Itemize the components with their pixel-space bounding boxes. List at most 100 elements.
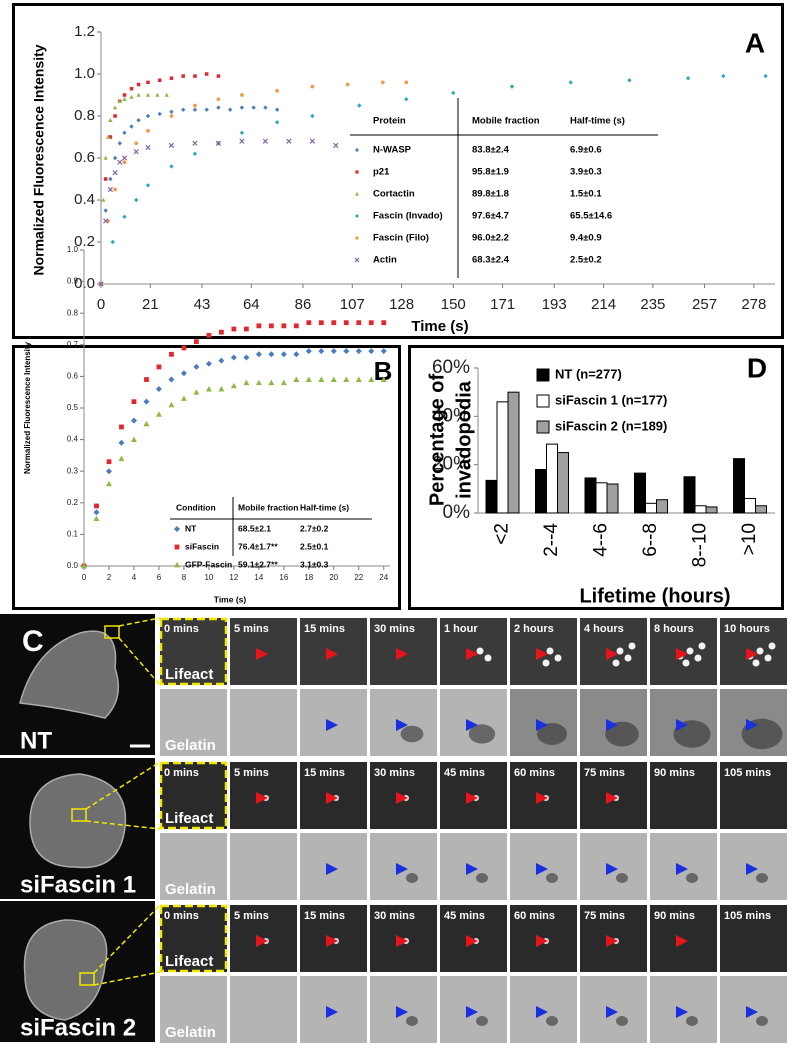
y-tick-label: 1.0 <box>74 65 95 82</box>
legend-label: p21 <box>373 167 390 178</box>
arrowhead <box>396 792 408 804</box>
bar <box>694 505 707 514</box>
legend-marker <box>355 214 359 218</box>
data-point <box>145 113 151 119</box>
image-tile <box>650 618 717 685</box>
table-cell: 68.3±2.4 <box>472 255 510 266</box>
image-tile <box>580 689 647 756</box>
data-point <box>368 320 374 326</box>
data-point <box>146 128 150 133</box>
x-tick-label: 150 <box>441 296 466 313</box>
data-point <box>306 320 312 326</box>
data-point <box>310 113 315 119</box>
image-tile <box>160 618 227 685</box>
arrowhead <box>326 935 338 947</box>
puncta <box>624 654 632 662</box>
image-tile <box>300 618 367 685</box>
data-point <box>239 138 245 144</box>
bar <box>705 506 718 514</box>
image-tile <box>720 976 787 1043</box>
arrowhead <box>536 935 548 947</box>
data-point <box>181 345 187 351</box>
data-point <box>164 92 169 97</box>
data-point <box>204 72 209 76</box>
data-point <box>134 141 139 146</box>
zoom-line <box>85 761 161 810</box>
degradation <box>616 873 628 883</box>
y-tick-label: 1.0 <box>67 245 79 254</box>
arrowhead <box>746 719 758 731</box>
degradation <box>476 1016 488 1026</box>
legend-label: siFascin 1 (n=177) <box>555 392 667 407</box>
image-tile <box>370 618 437 685</box>
x-tick-label: 257 <box>692 296 717 313</box>
data-point <box>204 107 209 112</box>
time-label: 60 mins <box>514 910 555 922</box>
table-header: Mobile fraction <box>238 502 298 512</box>
degradation <box>616 1016 628 1026</box>
data-point <box>230 354 237 361</box>
bar <box>744 498 756 514</box>
y-tick-label: 0.5 <box>67 403 79 412</box>
degradation <box>468 724 496 744</box>
data-point <box>256 323 262 329</box>
data-point <box>193 103 197 108</box>
time-label: 5 mins <box>234 623 269 635</box>
data-point <box>721 73 726 79</box>
legend-marker <box>354 257 360 263</box>
y-axis-label: Normalized Fluorescence Intensity <box>23 341 32 474</box>
legend-marker <box>355 148 359 152</box>
x-tick-label: 2--4 <box>541 523 562 557</box>
data-point <box>216 74 221 78</box>
data-point <box>117 141 122 146</box>
data-point <box>309 138 315 144</box>
image-tile <box>510 905 577 972</box>
arrowhead <box>676 863 688 875</box>
y-tick-label: 0.9 <box>67 277 79 286</box>
bar <box>683 476 696 514</box>
data-point <box>286 138 292 144</box>
time-label: 90 mins <box>654 910 695 922</box>
image-tile <box>580 762 647 829</box>
arrowhead <box>466 935 478 947</box>
data-point <box>343 348 350 355</box>
time-label: 2 hours <box>514 623 554 635</box>
arrowhead <box>326 1006 338 1018</box>
image-tile <box>650 833 717 900</box>
arrowhead <box>606 792 618 804</box>
arrowhead <box>396 719 408 731</box>
data-point <box>98 281 104 287</box>
data-point <box>119 424 124 430</box>
data-point <box>101 197 106 202</box>
data-point <box>193 389 200 395</box>
table-cell: 2.5±0.2 <box>570 255 602 266</box>
data-point <box>330 376 337 382</box>
y-tick-label: 20% <box>432 454 470 475</box>
image-tile <box>580 976 647 1043</box>
table-cell: 95.8±1.9 <box>472 167 509 178</box>
data-point <box>368 376 375 382</box>
y-tick-label: 0.1 <box>67 530 79 539</box>
group-label: NT <box>20 727 52 754</box>
data-point <box>380 376 387 382</box>
data-point <box>239 130 245 135</box>
image-tile <box>440 905 507 972</box>
arrowhead <box>326 863 338 875</box>
image-tile <box>370 689 437 756</box>
image-tile <box>160 762 227 829</box>
time-label: 0 mins <box>164 910 199 922</box>
legend-label: Fascin (Invado) <box>373 211 443 222</box>
data-point <box>218 329 224 335</box>
data-point <box>169 109 174 114</box>
row-label: Lifeact <box>165 810 213 827</box>
data-point <box>108 135 113 139</box>
data-point <box>118 439 125 446</box>
bar <box>733 458 745 514</box>
arrowhead <box>256 935 268 947</box>
data-point <box>305 348 312 355</box>
zoom-line <box>93 971 161 986</box>
data-point <box>103 177 108 181</box>
data-point <box>145 144 151 151</box>
arrowhead <box>606 1006 618 1018</box>
